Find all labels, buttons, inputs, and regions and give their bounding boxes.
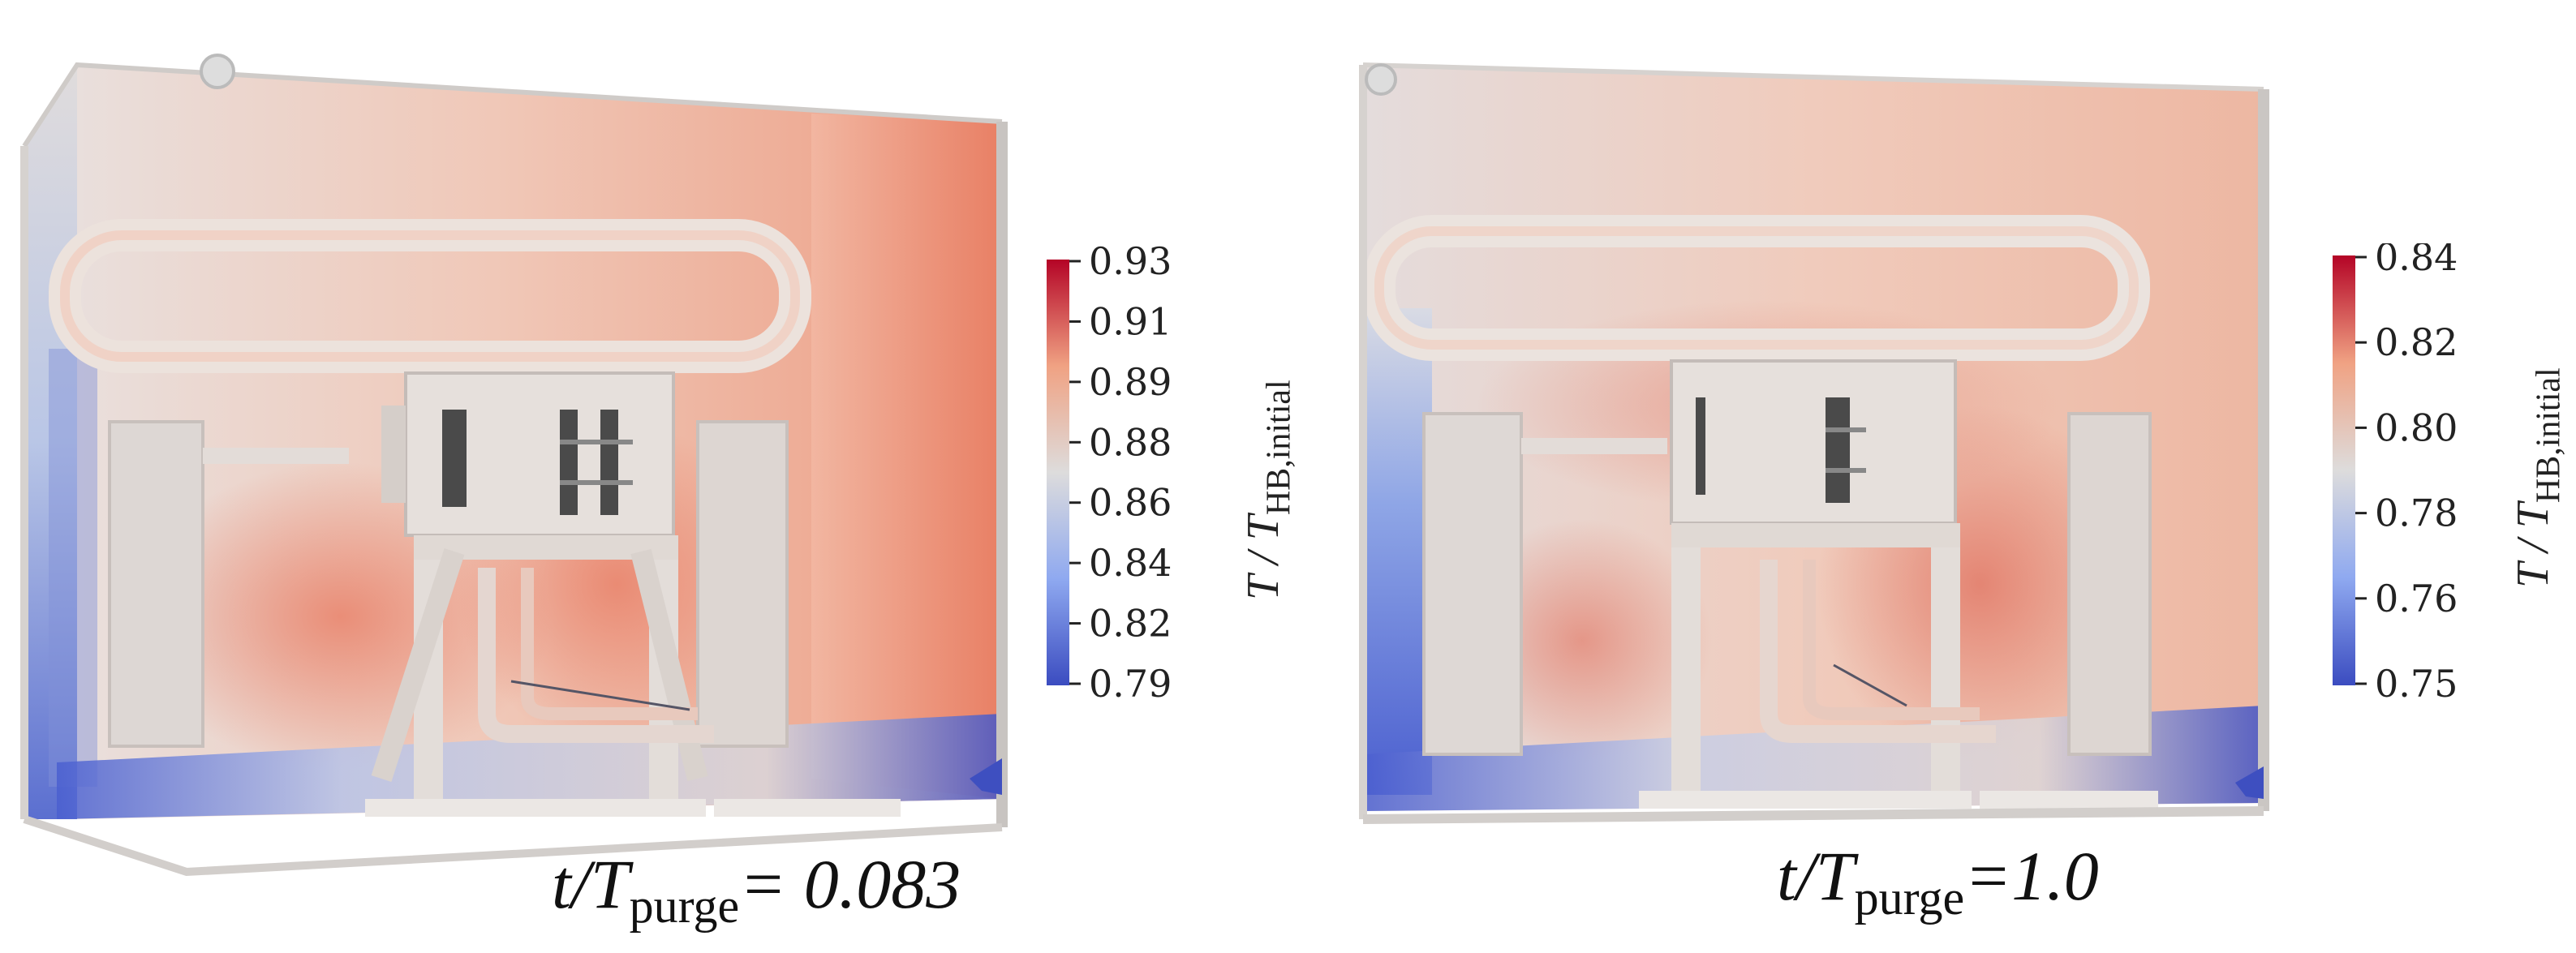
caption-value: 0.083 (786, 845, 961, 923)
colorbar-ticks: 0.84 0.82 0.80 0.78 0.76 0.75 (2355, 243, 2458, 706)
colorbar-gradient (2333, 255, 2355, 685)
right-caption: t/Tpurge=1.0 (1777, 837, 2099, 925)
enclosure-edge (22, 62, 1003, 148)
caption-T: T (1815, 837, 1855, 915)
stand-leg (1931, 523, 1960, 799)
right-colorbar: 0.84 0.82 0.80 0.78 0.76 0.75 (2333, 243, 2458, 706)
caption-sub: purge (1854, 871, 1965, 925)
colorbar-tick-label: 0.82 (2375, 320, 2458, 364)
colorbar-tick-label: 0.80 (2375, 406, 2458, 449)
colorbar-label-sub: HB,initial (2530, 367, 2568, 504)
caption-eq: = (1964, 837, 2012, 915)
colorbar-label-sub: HB,initial (1260, 380, 1298, 516)
colorbar-label-main: T / T (2508, 503, 2558, 588)
left-colorbar-label: T / THB,initial (1237, 380, 1299, 600)
right-exchanger (2067, 412, 2152, 756)
left-wall-cold-zone (1363, 308, 1432, 795)
outlet-nozzle (970, 758, 1002, 795)
right-exchanger (696, 420, 789, 748)
pipe-loop-highlight (60, 230, 800, 362)
floor-skid (714, 799, 901, 817)
caption-t: t (1777, 837, 1796, 915)
left-caption: t/Tpurge= 0.083 (552, 845, 961, 933)
colorbar-ticks: 0.93 0.91 0.89 0.88 0.86 0.84 0.82 0.79 (1069, 243, 1172, 706)
connector-pipe (1521, 438, 1667, 454)
stand-brace (371, 548, 465, 782)
colorbar-tick-label: 0.82 (1089, 602, 1172, 646)
cabinet-side (381, 406, 406, 503)
right-colorbar-label: T / THB,initial (2507, 367, 2569, 588)
caption-T: T (590, 845, 630, 923)
colorbar-tick-label: 0.84 (2375, 243, 2458, 279)
pipe-loop-highlight (1374, 226, 2139, 350)
colorbar-tick-label: 0.86 (1089, 481, 1172, 525)
colorbar-tick-label: 0.76 (2375, 577, 2458, 620)
central-cabinet (1670, 359, 1957, 525)
left-exchanger (1422, 412, 1523, 756)
right-enclosure-render (1359, 62, 2269, 824)
colorbar-tick-label: 0.75 (2375, 662, 2458, 706)
left-colorbar: 0.93 0.91 0.89 0.88 0.86 0.84 0.82 0.79 (1047, 243, 1172, 706)
inlet-fitting (1365, 63, 1397, 96)
cabinet-slot (1696, 397, 1705, 495)
colorbar-gradient (1047, 260, 1069, 685)
colorbar-tick-label: 0.88 (1089, 420, 1172, 464)
internal-pipe (1760, 560, 1996, 743)
stand-leg (1671, 523, 1701, 799)
cabinet-slot (442, 410, 467, 507)
floor-gradient (1363, 706, 2264, 811)
colorbar-label-main: T / T (1238, 515, 1288, 600)
colorbar-tick-label: 0.79 (1089, 662, 1172, 706)
outlet-nozzle (2235, 766, 2264, 799)
sensor-rod (510, 680, 690, 711)
enclosure-edge (1362, 62, 2264, 92)
left-exchanger (108, 420, 204, 748)
caption-sub: purge (629, 879, 740, 933)
sensor-rod (1833, 663, 1907, 707)
caption-eq: = (739, 845, 787, 923)
internal-pipe (521, 568, 698, 720)
colorbar-tick-label: 0.78 (2375, 492, 2458, 535)
cabinet-slot (1826, 397, 1850, 503)
cabinet-slot (560, 410, 578, 515)
caption-t: t (552, 845, 571, 923)
floor-skid (365, 799, 706, 817)
internal-pipe (478, 568, 714, 743)
connector-pipe (203, 448, 349, 464)
floor-skid (1980, 791, 2158, 809)
left-enclosure-render (20, 54, 1008, 877)
enclosure-edge (1362, 806, 2264, 824)
colorbar-tick-label: 0.84 (1089, 541, 1172, 585)
left-wall-cold-zone (49, 349, 97, 787)
internal-pipe (1803, 560, 1980, 720)
stand-crossbar (1671, 523, 1960, 547)
colorbar-tick-label: 0.91 (1089, 299, 1172, 343)
floor-skid (1639, 791, 1972, 809)
colorbar-tick-label: 0.89 (1089, 360, 1172, 404)
colorbar-tick-label: 0.93 (1089, 243, 1172, 283)
cabinet-slot (600, 410, 618, 515)
right-wall (811, 114, 1002, 799)
inlet-fitting (200, 54, 235, 89)
enclosure-edge (23, 815, 1003, 877)
caption-value: 1.0 (2011, 837, 2099, 915)
